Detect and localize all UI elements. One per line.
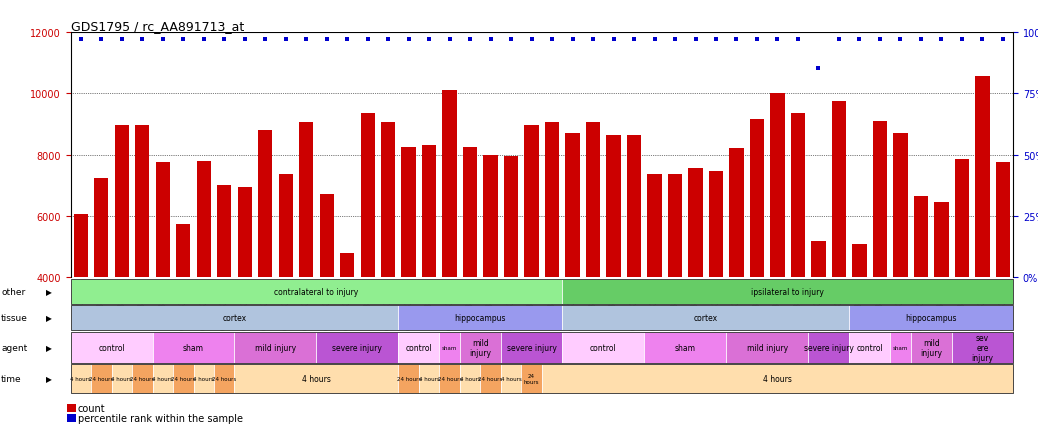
Text: 24 hours: 24 hours (397, 376, 420, 381)
Text: ipsilateral to injury: ipsilateral to injury (752, 287, 824, 296)
Text: 24 hours: 24 hours (130, 376, 155, 381)
Text: mild injury: mild injury (746, 343, 788, 352)
Text: mild
injury: mild injury (469, 338, 491, 357)
Bar (299, 123, 313, 401)
Bar (913, 197, 928, 401)
Bar (320, 195, 334, 401)
Bar (894, 134, 907, 401)
Text: 24
hours: 24 hours (524, 373, 540, 384)
Text: 24 hours: 24 hours (479, 376, 502, 381)
Bar (709, 172, 723, 401)
Text: GDS1795 / rc_AA891713_at: GDS1795 / rc_AA891713_at (71, 20, 244, 33)
Bar (74, 215, 88, 401)
Text: mild
injury: mild injury (920, 338, 943, 357)
Bar (873, 122, 887, 401)
Bar (995, 163, 1010, 401)
Text: cortex: cortex (222, 314, 247, 322)
Text: count: count (78, 403, 106, 413)
Bar (955, 160, 969, 401)
Bar (94, 178, 109, 401)
Bar (812, 241, 825, 401)
Bar (648, 175, 661, 401)
Text: severe injury: severe injury (803, 343, 853, 352)
Text: 4 hours: 4 hours (302, 374, 331, 383)
Bar (114, 126, 129, 401)
Bar (381, 123, 395, 401)
Text: 4 hours: 4 hours (500, 376, 521, 381)
Bar (524, 126, 539, 401)
Text: sham: sham (893, 345, 908, 350)
Text: cortex: cortex (693, 314, 718, 322)
Bar (176, 224, 190, 401)
Text: severe injury: severe injury (332, 343, 382, 352)
Bar (340, 253, 354, 401)
Bar (545, 123, 559, 401)
Bar (585, 123, 600, 401)
Text: mild injury: mild injury (255, 343, 296, 352)
Bar (463, 148, 477, 401)
Text: 4 hours: 4 hours (460, 376, 481, 381)
Text: contralateral to injury: contralateral to injury (274, 287, 358, 296)
Bar (258, 131, 272, 401)
Text: 24 hours: 24 hours (89, 376, 113, 381)
Text: 24 hours: 24 hours (212, 376, 237, 381)
Bar (135, 126, 149, 401)
Text: 24 hours: 24 hours (437, 376, 462, 381)
Bar (791, 114, 805, 401)
Text: sham: sham (675, 343, 695, 352)
Bar (975, 77, 989, 401)
Text: other: other (1, 287, 25, 296)
Text: control: control (406, 343, 432, 352)
Text: time: time (1, 374, 22, 383)
Bar (934, 203, 949, 401)
Bar (503, 157, 518, 401)
Bar (730, 149, 743, 401)
Text: 4 hours: 4 hours (193, 376, 214, 381)
Text: percentile rank within the sample: percentile rank within the sample (78, 413, 243, 423)
Bar (238, 187, 252, 401)
Bar (442, 91, 457, 401)
Text: control: control (856, 343, 883, 352)
Bar (770, 94, 785, 401)
Text: ▶: ▶ (46, 287, 52, 296)
Bar (627, 135, 641, 401)
Bar (749, 120, 764, 401)
Text: 4 hours: 4 hours (71, 376, 91, 381)
Text: sham: sham (183, 343, 204, 352)
Bar (688, 169, 703, 401)
Bar (606, 135, 621, 401)
Text: ▶: ▶ (46, 343, 52, 352)
Bar (831, 102, 846, 401)
Bar (196, 161, 211, 401)
Text: severe injury: severe injury (507, 343, 556, 352)
Bar (566, 134, 580, 401)
Text: control: control (99, 343, 125, 352)
Text: 4 hours: 4 hours (153, 376, 173, 381)
Bar (667, 175, 682, 401)
Bar (484, 155, 498, 401)
Bar (422, 146, 436, 401)
Text: hippocampus: hippocampus (905, 314, 957, 322)
Text: ▶: ▶ (46, 374, 52, 383)
Text: sham: sham (442, 345, 458, 350)
Text: ▶: ▶ (46, 314, 52, 322)
Text: sev
ere
injury: sev ere injury (972, 333, 993, 362)
Text: 4 hours: 4 hours (418, 376, 439, 381)
Text: hippocampus: hippocampus (455, 314, 507, 322)
Text: 4 hours: 4 hours (763, 374, 792, 383)
Bar (156, 163, 170, 401)
Bar (402, 148, 416, 401)
Bar (217, 186, 231, 401)
Bar (278, 175, 293, 401)
Text: 4 hours: 4 hours (111, 376, 132, 381)
Text: 24 hours: 24 hours (171, 376, 195, 381)
Text: tissue: tissue (1, 314, 28, 322)
Bar (360, 114, 375, 401)
Text: agent: agent (1, 343, 27, 352)
Text: control: control (590, 343, 617, 352)
Bar (852, 244, 867, 401)
